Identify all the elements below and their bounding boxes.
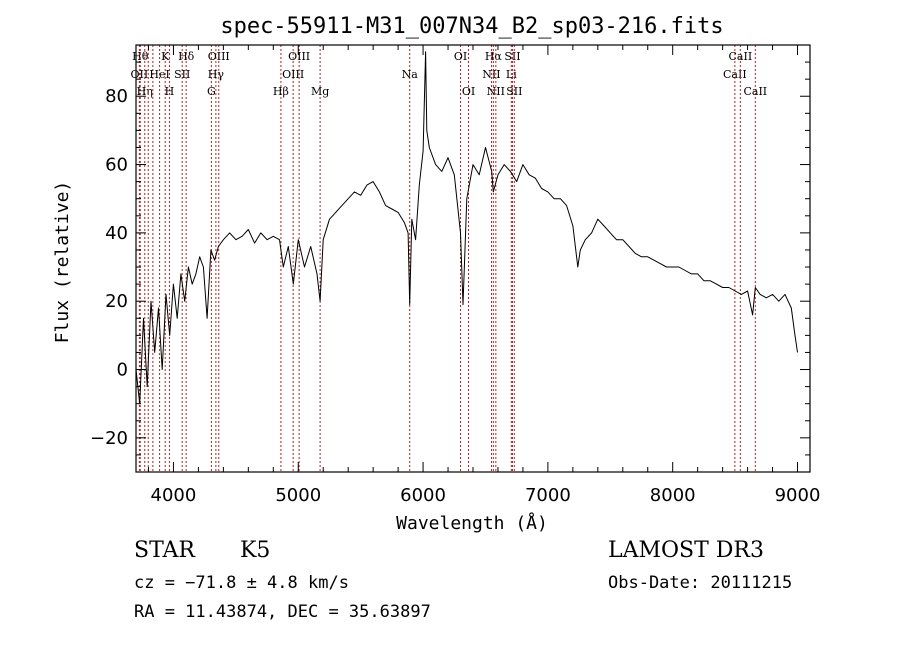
survey-name: LAMOST DR3	[608, 538, 764, 563]
spectrum-series	[135, 51, 798, 405]
line-markers: Hθ OII Hη HeI K H SII Hδ G Hγ OIII Hβ OIII OIII Mg Na OI…	[131, 45, 767, 472]
object-class: STAR	[134, 538, 195, 563]
y-axis-label: Flux (relative)	[52, 181, 73, 344]
velocity-text: cz = −71.8 ± 4.8 km/s	[134, 573, 349, 593]
obs-date: Obs-Date: 20111215	[608, 573, 793, 593]
line-marker-label: OIII	[288, 50, 310, 63]
y-tick-label: −20	[90, 428, 128, 449]
line-marker-label: CaII	[723, 68, 747, 81]
line-marker-label: CaII	[729, 50, 753, 63]
line-marker-label: OI	[454, 50, 467, 63]
line-marker-label: SII	[174, 68, 190, 81]
line-marker-label: Hγ	[208, 68, 225, 81]
chart-title: spec-55911-M31_007N34_B2_sp03-216.fits	[220, 14, 723, 39]
x-axis-ticks: 4000 5000 6000 7000 8000 9000	[147, 45, 821, 506]
line-marker-label: Hα	[485, 50, 503, 63]
line-marker-label: OIII	[282, 68, 304, 81]
line-marker-label: Hβ	[273, 85, 289, 98]
line-marker-label: K	[161, 50, 170, 63]
line-marker-label: OIII	[208, 50, 230, 63]
line-marker-label: NII	[487, 85, 505, 98]
y-tick-label: 20	[105, 291, 128, 312]
line-marker-label: SII	[506, 85, 522, 98]
x-tick-label: 9000	[775, 485, 821, 506]
y-tick-label: 0	[117, 360, 128, 381]
object-subclass: K5	[240, 538, 271, 563]
line-marker-label: HeI	[149, 68, 169, 81]
x-tick-label: 7000	[525, 485, 571, 506]
line-marker-label: Hδ	[178, 50, 195, 63]
line-marker-label: Hη	[137, 85, 153, 98]
line-marker-label: CaII	[743, 85, 767, 98]
coordinates: RA = 11.43874, DEC = 35.63897	[134, 602, 431, 622]
spectrum-line	[135, 51, 798, 405]
y-tick-label: 60	[105, 155, 128, 176]
line-marker-label: Mg	[311, 85, 329, 98]
line-marker-label: Hθ	[132, 50, 149, 63]
x-tick-label: 6000	[400, 485, 446, 506]
line-marker-label: OII	[131, 68, 149, 81]
y-tick-label: 80	[105, 86, 128, 107]
x-tick-label: 5000	[275, 485, 321, 506]
line-marker-label: H	[165, 85, 175, 98]
plot-frame	[135, 44, 811, 473]
line-marker-label: Li	[506, 68, 517, 81]
x-axis-label: Wavelength (Å)	[396, 512, 548, 534]
y-axis-ticks: −20 0 20 40 60 80	[90, 61, 810, 456]
y-tick-label: 40	[105, 223, 128, 244]
line-marker-label: G	[207, 85, 216, 98]
line-marker-label: NII	[482, 68, 500, 81]
line-marker-label: OI	[462, 85, 475, 98]
x-tick-label: 4000	[151, 485, 197, 506]
x-tick-label: 8000	[650, 485, 696, 506]
line-marker-label: SII	[504, 50, 520, 63]
line-marker-label: Na	[402, 68, 419, 81]
